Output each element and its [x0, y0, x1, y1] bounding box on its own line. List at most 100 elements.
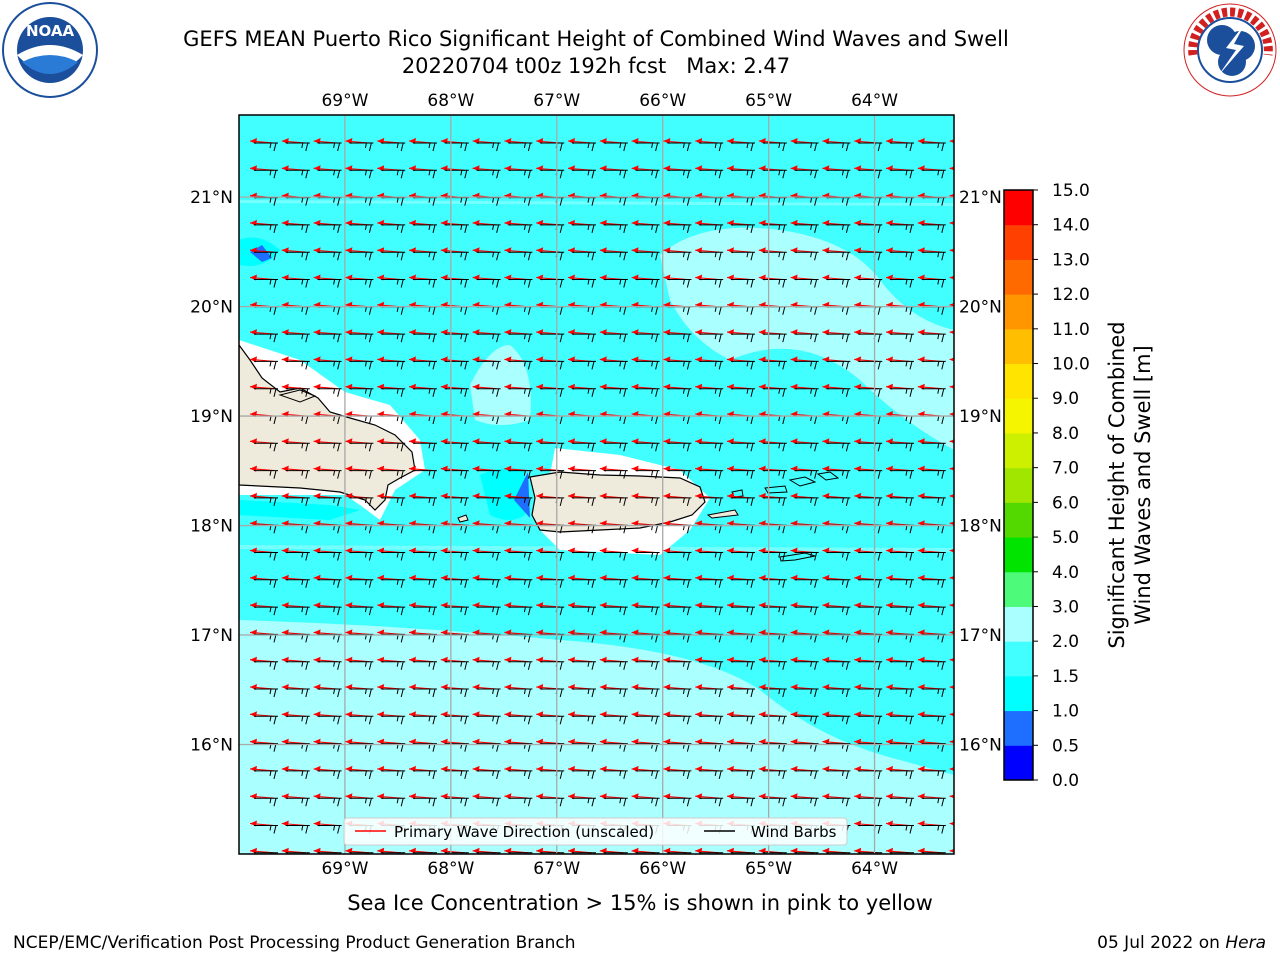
wind-barb-flag: [368, 661, 372, 670]
wind-barb-flag: [778, 552, 781, 558]
wind-barb-flag: [782, 470, 786, 479]
lon-tick-label-top: 66°W: [639, 91, 686, 111]
colorbar-tick-label: 15.0: [1052, 181, 1090, 201]
lon-tick-label-top: 67°W: [533, 91, 580, 111]
wind-barb-flag: [974, 607, 976, 615]
wind-barb-flag: [368, 497, 372, 507]
wind-barb-flag: [686, 142, 690, 152]
wind-barb-flag: [464, 224, 468, 234]
wind-barb-flag: [718, 197, 722, 206]
wind-barb-flag: [905, 306, 908, 312]
wind-barb-flag: [905, 798, 908, 804]
wind-barb-flag: [814, 552, 818, 561]
wind-barb-flag: [591, 306, 595, 315]
wind-barb-flag: [587, 770, 590, 776]
wind-barb-flag: [273, 443, 277, 452]
wind-barb-flag: [841, 770, 844, 776]
wind-barb-flag: [937, 716, 940, 722]
wind-barb-flag: [432, 552, 436, 561]
colorbar-tick-label: 8.0: [1052, 424, 1079, 444]
wind-barb-flag: [970, 143, 971, 148]
wind-barb-flag: [937, 197, 940, 203]
wind-barb-flag: [364, 252, 367, 258]
wind-barb-flag: [428, 142, 431, 149]
wind-barb-flag: [428, 252, 431, 258]
wind-barb-flag: [591, 415, 595, 425]
wind-barb-flag: [814, 770, 818, 780]
wind-barb-flag: [591, 443, 595, 452]
wind-barb-flag: [941, 525, 945, 534]
wind-barb-flag: [527, 388, 531, 397]
wind-barb-flag: [364, 361, 367, 367]
wind-barb-flag: [396, 688, 399, 695]
wind-barb-flag: [841, 497, 844, 503]
wind-barb-flag: [682, 279, 685, 285]
wind-barb-flag: [937, 798, 940, 804]
wind-barb-flag: [559, 252, 563, 261]
wind-barb-flag: [841, 170, 844, 176]
wind-barb-flag: [655, 661, 659, 670]
wind-barb-flag: [937, 170, 940, 176]
wind-barb-flag: [337, 634, 341, 643]
wind-barb-flag: [714, 443, 717, 449]
wind-barb-flag: [782, 197, 786, 206]
wave-arrowhead: [949, 657, 954, 662]
wind-barb-flag: [841, 688, 844, 695]
wind-barb-flag: [941, 497, 945, 507]
wind-barb-flag: [623, 716, 627, 725]
wind-barb-flag: [941, 661, 945, 670]
wind-barb-flag: [623, 415, 627, 425]
wind-barb-flag: [587, 170, 590, 176]
wind-barb-flag: [686, 770, 690, 780]
wind-barb-flag: [845, 497, 849, 507]
wind-barb-flag: [273, 388, 277, 397]
wind-barb-flag: [460, 279, 463, 285]
wind-barb-flag: [778, 415, 781, 422]
wind-barb-flag: [337, 388, 341, 397]
wind-barb-flag: [841, 388, 844, 394]
wind-barb-flag: [333, 170, 336, 176]
wind-barb-flag: [619, 716, 622, 722]
wind-barb-flag: [492, 770, 495, 776]
wind-barb-flag: [523, 443, 526, 449]
wind-barb-flag: [970, 252, 971, 257]
wind-barb-flag: [655, 443, 659, 452]
wind-barb-flag: [810, 497, 813, 503]
wind-barb-flag: [496, 279, 500, 288]
wind-barb-flag: [974, 826, 976, 834]
wind-barb-flag: [810, 688, 813, 695]
wind-barb-flag: [782, 443, 786, 452]
wind-barb-flag: [273, 306, 277, 315]
wind-barb-flag: [750, 197, 754, 206]
wind-barb-flag: [970, 471, 971, 476]
wind-barb-flag: [750, 661, 754, 670]
wind-barb-flag: [877, 170, 881, 179]
wind-barb-flag: [368, 634, 372, 643]
wind-barb-flag: [460, 224, 463, 230]
wind-barb-flag: [655, 688, 659, 698]
wind-barb-flag: [364, 688, 367, 695]
wind-barb-flag: [464, 306, 468, 315]
lat-tick-label-right: 16°N: [959, 736, 1002, 756]
wind-barb-flag: [778, 607, 781, 613]
wind-barb-flag: [814, 688, 818, 698]
wind-barb-flag: [845, 142, 849, 152]
wind-barb-flag: [619, 170, 622, 176]
wind-barb-flag: [337, 579, 341, 588]
lat-tick-label-left: 18°N: [190, 517, 233, 537]
wind-barb-flag: [432, 333, 436, 343]
wind-barb-flag: [682, 661, 685, 667]
wind-barb-flag: [496, 606, 500, 616]
wind-barb-flag: [623, 770, 627, 780]
wind-barb-flag: [714, 716, 717, 722]
wind-barb-flag: [400, 497, 404, 507]
wind-barb-flag: [941, 361, 945, 370]
wind-barb-flag: [782, 579, 786, 588]
wind-barb-flag: [686, 415, 690, 425]
wind-barb-flag: [428, 661, 431, 667]
wind-barb-flag: [651, 170, 654, 176]
wind-barb-flag: [496, 415, 500, 425]
wind-barb-flag: [778, 388, 781, 394]
wind-barb-flag: [974, 334, 976, 342]
wind-barb-flag: [523, 361, 526, 367]
